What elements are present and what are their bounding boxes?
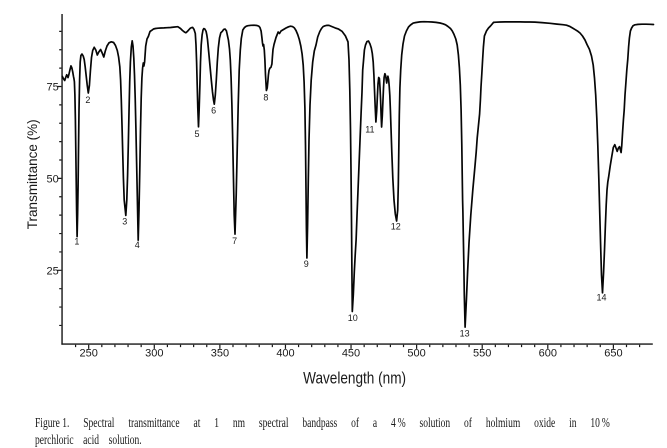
svg-text:13: 13 <box>460 328 470 338</box>
svg-text:12: 12 <box>391 222 401 232</box>
svg-text:7: 7 <box>232 236 237 246</box>
svg-text:1: 1 <box>74 237 79 247</box>
svg-text:Wavelength (nm): Wavelength (nm) <box>303 369 406 388</box>
svg-text:10: 10 <box>348 313 358 323</box>
svg-text:400: 400 <box>276 348 294 360</box>
svg-text:9: 9 <box>304 259 309 269</box>
svg-text:8: 8 <box>263 93 268 103</box>
svg-text:500: 500 <box>407 348 425 360</box>
svg-text:250: 250 <box>80 348 98 360</box>
svg-text:550: 550 <box>473 348 491 360</box>
svg-text:4: 4 <box>135 240 140 250</box>
svg-text:25: 25 <box>47 265 59 277</box>
svg-text:300: 300 <box>145 348 163 360</box>
svg-text:3: 3 <box>122 216 127 226</box>
svg-text:5: 5 <box>194 129 199 139</box>
svg-text:Transmittance (%): Transmittance (%) <box>25 119 40 229</box>
svg-text:6: 6 <box>211 106 216 116</box>
svg-text:2: 2 <box>85 95 90 105</box>
svg-text:450: 450 <box>342 348 360 360</box>
svg-text:14: 14 <box>596 293 606 303</box>
svg-text:600: 600 <box>539 348 557 360</box>
svg-text:75: 75 <box>47 82 59 94</box>
svg-text:11: 11 <box>365 124 374 134</box>
svg-text:650: 650 <box>604 348 622 360</box>
svg-text:50: 50 <box>47 173 59 185</box>
svg-text:350: 350 <box>211 348 229 360</box>
